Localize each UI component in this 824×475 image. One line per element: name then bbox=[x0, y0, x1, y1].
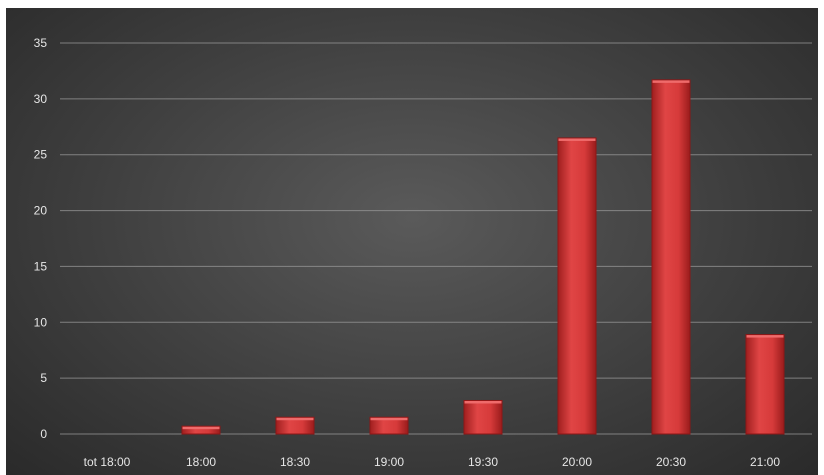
gridlines bbox=[60, 42, 812, 435]
x-tick-label: 18:00 bbox=[186, 455, 216, 469]
bar bbox=[651, 79, 691, 435]
y-tick-label: 15 bbox=[34, 259, 48, 273]
x-tick-label: 19:00 bbox=[374, 455, 404, 469]
bar bbox=[745, 334, 785, 435]
bars bbox=[181, 79, 785, 435]
x-tick-label: 20:00 bbox=[562, 455, 592, 469]
x-tick-label: 18:30 bbox=[280, 455, 310, 469]
bar bbox=[463, 399, 503, 435]
x-tick-label: 19:30 bbox=[468, 455, 498, 469]
y-tick-label: 25 bbox=[34, 148, 48, 162]
y-tick-label: 5 bbox=[40, 371, 47, 385]
y-tick-label: 20 bbox=[34, 204, 48, 218]
x-axis-ticks: tot 18:00 18:00 18:30 19:00 19:30 20:00 20:30 2… bbox=[84, 455, 781, 469]
bar bbox=[557, 137, 597, 435]
x-tick-label: tot 18:00 bbox=[84, 455, 131, 469]
y-tick-label: 35 bbox=[34, 36, 48, 50]
y-tick-label: 10 bbox=[34, 315, 48, 329]
bar bbox=[181, 425, 221, 435]
y-tick-label: 0 bbox=[40, 427, 47, 441]
y-tick-label: 30 bbox=[34, 92, 48, 106]
bar bbox=[275, 416, 315, 435]
x-tick-label: 20:30 bbox=[656, 455, 686, 469]
x-tick-label: 21:00 bbox=[750, 455, 780, 469]
bar bbox=[369, 416, 409, 435]
y-axis-ticks: 0 5 10 15 20 25 30 35 bbox=[34, 36, 48, 441]
